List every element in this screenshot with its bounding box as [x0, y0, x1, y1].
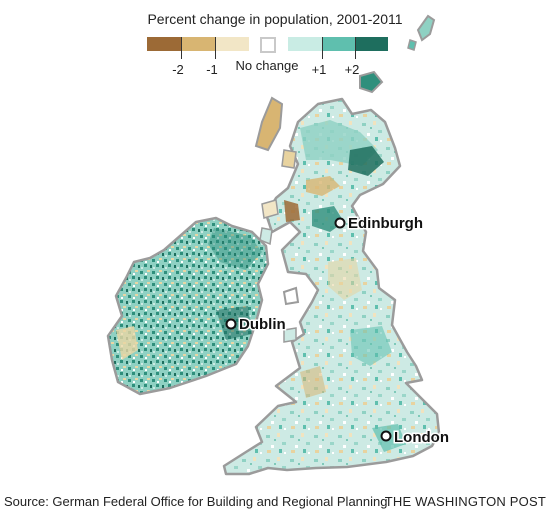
source-note: Source: German Federal Office for Buildi…: [4, 494, 388, 509]
shetland-islands: [416, 14, 436, 42]
legend-no-change-label: No change: [235, 58, 299, 73]
legend-swatch-minus1: [181, 37, 215, 51]
orkney-islands: [359, 70, 384, 94]
legend-label-minus1: -1: [206, 62, 218, 77]
aberdeen-growth-area: [348, 146, 384, 176]
ireland-island: [106, 216, 270, 396]
legend-label-plus1: +1: [311, 62, 327, 77]
city-dublin: Dublin: [225, 315, 287, 335]
western-isles-decline-area: [284, 200, 300, 222]
legend: -2 -1 +1 +2 No change: [0, 0, 550, 95]
dublin-label: Dublin: [239, 316, 286, 333]
highland-decline-area: [306, 176, 340, 196]
legend-swatch-minus0: [215, 37, 249, 51]
legend-label-plus2: +2: [344, 62, 360, 77]
west-ireland-decline-area: [116, 326, 138, 360]
skye-island: [281, 149, 297, 169]
city-edinburgh: Edinburgh: [334, 214, 425, 234]
northern-england-mixed-area: [328, 258, 362, 300]
legend-label-minus2: -2: [172, 62, 184, 77]
northern-ireland-shading: [208, 228, 262, 270]
legend-swatch-minus2: [147, 37, 181, 51]
anglesey: [283, 327, 297, 343]
legend-no-change-swatch: [260, 37, 276, 53]
isle-of-man: [282, 286, 300, 306]
legend-tick-minus1: [215, 37, 216, 59]
legend-tick-plus2: [355, 37, 356, 59]
legend-swatch-plus2: [355, 37, 388, 51]
mull-island: [261, 199, 279, 219]
outer-hebrides: [254, 96, 284, 152]
legend-swatch-plus0: [288, 37, 322, 51]
shetland-islet: [407, 39, 417, 51]
legend-tick-minus2: [181, 37, 182, 59]
map-title: Percent change in population, 2001-2011: [147, 11, 403, 27]
london-marker: [380, 430, 392, 442]
city-london: London: [380, 428, 450, 448]
wales-decline-area: [300, 366, 326, 398]
legend-swatch-plus1: [322, 37, 355, 51]
edinburgh-label: Edinburgh: [348, 215, 423, 232]
legend-tick-plus1: [322, 37, 323, 59]
edinburgh-marker: [334, 217, 346, 229]
publisher-credit: THE WASHINGTON POST: [384, 494, 546, 509]
islay-island: [259, 227, 273, 246]
midlands-growth-area: [350, 326, 392, 366]
london-label: London: [394, 429, 449, 446]
dublin-marker: [225, 318, 237, 330]
